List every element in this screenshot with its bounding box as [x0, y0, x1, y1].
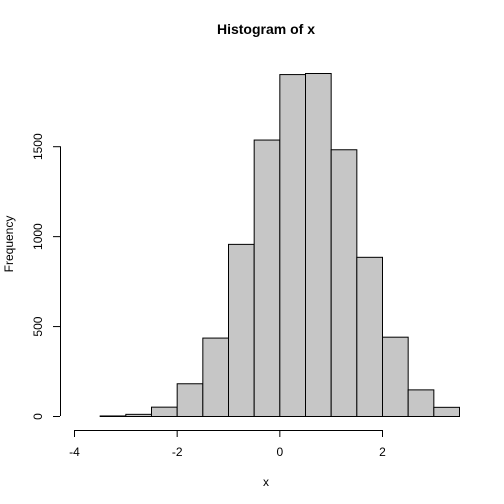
histogram-bar [151, 406, 178, 417]
histogram-bar [433, 406, 460, 417]
x-axis-label: x [263, 475, 269, 489]
histogram-bar [305, 73, 332, 417]
bars-group [99, 73, 460, 418]
histogram-bar [176, 383, 204, 418]
histogram-bar [228, 243, 255, 417]
y-tick-label: 500 [31, 316, 45, 336]
histogram-bar [253, 139, 281, 418]
x-tick-label: -2 [172, 445, 183, 459]
y-tick-label: 1000 [31, 223, 45, 250]
histogram-bar [99, 415, 127, 417]
histogram-bar [279, 74, 306, 418]
y-tick-label: 1500 [31, 133, 45, 160]
y-axis-label: Frequency [2, 216, 16, 273]
x-tick-label: -4 [69, 445, 80, 459]
histogram-bar [356, 256, 383, 417]
x-tick-label: 2 [379, 445, 386, 459]
histogram-bar [125, 413, 153, 417]
y-axis: 0 500 1000 1500 [31, 133, 61, 420]
x-tick-label: 0 [276, 445, 283, 459]
chart-title: Histogram of x [217, 21, 315, 37]
histogram-bar [382, 336, 409, 417]
histogram-bar [407, 389, 435, 418]
x-axis: -4 -2 0 2 [69, 430, 386, 459]
histogram-bar [330, 149, 358, 417]
y-tick-label: 0 [31, 413, 45, 420]
histogram-bar [202, 337, 230, 417]
